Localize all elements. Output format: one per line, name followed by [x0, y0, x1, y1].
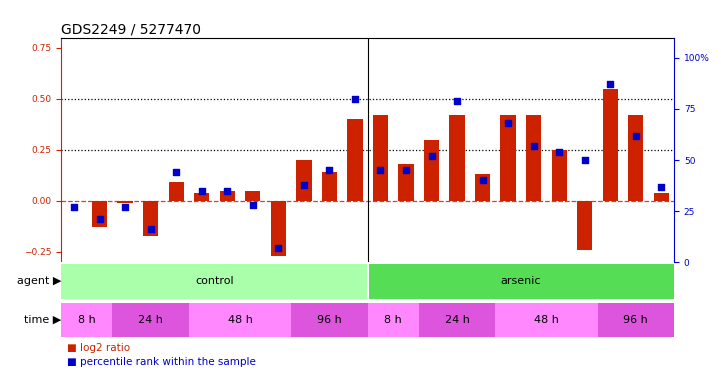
Bar — [603, 88, 618, 201]
Bar — [628, 115, 644, 201]
Bar — [348, 119, 363, 201]
Point — [400, 167, 412, 173]
Text: arsenic: arsenic — [500, 276, 541, 286]
Bar — [291, 303, 368, 337]
Bar — [270, 201, 286, 256]
Point — [451, 98, 463, 104]
Text: control: control — [195, 276, 234, 286]
Bar — [398, 164, 414, 201]
Bar — [61, 264, 368, 299]
Point — [324, 167, 335, 173]
Bar — [419, 303, 495, 337]
Point — [554, 149, 565, 155]
Text: ■ log2 ratio: ■ log2 ratio — [68, 343, 131, 353]
Point — [630, 132, 642, 138]
Point — [94, 216, 105, 222]
Text: GDS2249 / 5277470: GDS2249 / 5277470 — [61, 22, 201, 36]
Bar — [368, 303, 419, 337]
Bar — [552, 150, 567, 201]
Text: 8 h: 8 h — [384, 315, 402, 325]
Bar — [322, 172, 337, 201]
Text: time ▶: time ▶ — [24, 315, 61, 325]
Point — [528, 143, 539, 149]
Bar — [118, 201, 133, 203]
Bar — [92, 201, 107, 227]
Point — [579, 157, 590, 163]
Bar — [598, 303, 674, 337]
Bar — [475, 174, 490, 201]
Point — [221, 188, 233, 194]
Point — [145, 226, 156, 232]
Text: 96 h: 96 h — [624, 315, 648, 325]
Bar — [143, 201, 159, 236]
Bar — [424, 140, 439, 201]
Bar — [577, 201, 593, 250]
Point — [655, 184, 667, 190]
Text: 24 h: 24 h — [445, 315, 469, 325]
Bar — [194, 193, 209, 201]
Point — [375, 167, 386, 173]
Text: 48 h: 48 h — [534, 315, 559, 325]
Bar — [495, 303, 598, 337]
Point — [477, 177, 488, 183]
Bar — [526, 115, 541, 201]
Point — [273, 245, 284, 251]
Point — [170, 169, 182, 175]
Bar — [169, 183, 184, 201]
Point — [196, 188, 208, 194]
Point — [120, 204, 131, 210]
Text: 96 h: 96 h — [317, 315, 342, 325]
Point — [68, 204, 80, 210]
Text: 24 h: 24 h — [138, 315, 163, 325]
Point — [426, 153, 438, 159]
Bar — [449, 115, 465, 201]
Text: ■ percentile rank within the sample: ■ percentile rank within the sample — [68, 357, 256, 367]
Bar — [368, 264, 674, 299]
Bar — [245, 190, 260, 201]
Point — [604, 81, 616, 87]
Point — [298, 182, 309, 188]
Point — [503, 120, 514, 126]
Bar — [500, 115, 516, 201]
Text: 8 h: 8 h — [78, 315, 96, 325]
Bar — [296, 160, 311, 201]
Point — [247, 202, 259, 208]
Bar — [373, 115, 388, 201]
Text: 48 h: 48 h — [228, 315, 252, 325]
Bar — [112, 303, 189, 337]
Point — [349, 96, 360, 102]
Bar — [189, 303, 291, 337]
Text: agent ▶: agent ▶ — [17, 276, 61, 286]
Bar — [654, 193, 669, 201]
Bar — [220, 190, 235, 201]
Bar — [61, 303, 112, 337]
